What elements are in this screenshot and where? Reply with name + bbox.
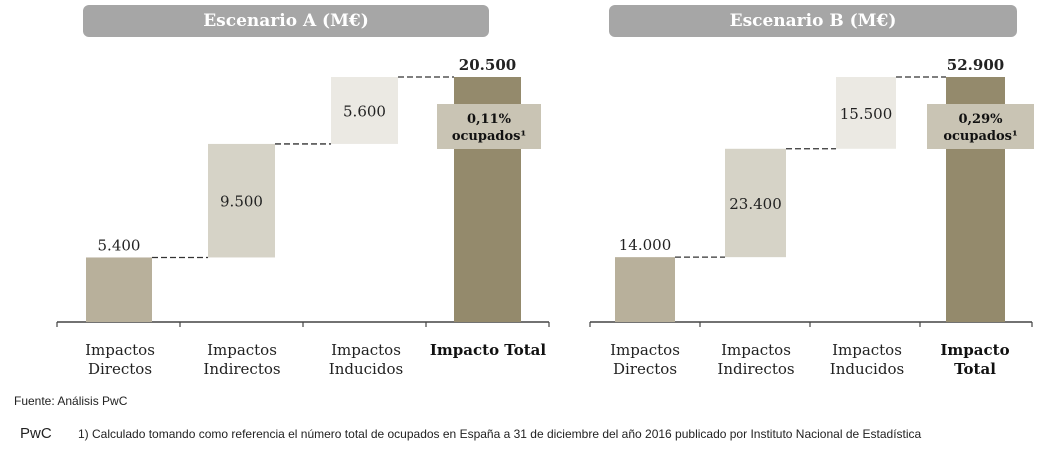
chart-b-annotation-line-1: 0,29% xyxy=(958,112,1003,127)
source-note: Fuente: Análisis PwC xyxy=(14,394,128,408)
chart-a-category-3: Impactos Inducidos xyxy=(306,341,426,379)
chart-a-category-4: Impacto Total xyxy=(424,341,552,360)
chart-a-category-4-line-1: Impacto Total xyxy=(429,341,547,359)
chart-b-category-1-line-2: Directos xyxy=(612,360,678,378)
footnote: 1) Calculado tomando como referencia el … xyxy=(78,427,922,441)
chart-a-annotation-box xyxy=(437,104,541,149)
chart-b-category-4-line-2: Total xyxy=(954,360,996,378)
chart-b-category-4: Impacto Total xyxy=(922,341,1028,379)
chart-a-annotation-line-2: ocupados¹ xyxy=(452,129,526,144)
chart-b-category-1: Impactos Directos xyxy=(592,341,698,379)
chart-b-annotation-box xyxy=(927,104,1034,149)
chart-b-category-2-line-1: Impactos xyxy=(721,341,791,359)
chart-a-value-label-4: 20.500 xyxy=(459,56,516,74)
pwc-logo: PwC xyxy=(20,425,52,442)
chart-a-category-3-line-1: Impactos xyxy=(331,341,401,359)
chart-a-category-1-line-2: Directos xyxy=(87,360,153,378)
chart-b-category-2-line-2: Indirectos xyxy=(717,360,795,378)
chart-b-title: Escenario B (M€) xyxy=(609,5,1017,37)
chart-a-value-label-3: 5.600 xyxy=(343,102,386,120)
chart-a-category-2-line-1: Impactos xyxy=(207,341,277,359)
chart-a: 5.400 9.500 5.600 20.500 0,11% ocupados¹ xyxy=(56,56,550,327)
chart-a-category-1-line-1: Impactos xyxy=(85,341,155,359)
chart-a-bar-3 xyxy=(331,77,398,144)
chart-a-bar-2 xyxy=(208,143,275,258)
chart-b-category-1-line-1: Impactos xyxy=(610,341,680,359)
chart-b-bar-3 xyxy=(836,77,896,149)
chart-a-title: Escenario A (M€) xyxy=(83,5,489,37)
chart-b-value-label-3: 15.500 xyxy=(840,105,893,123)
chart-b-bar-1 xyxy=(615,257,675,322)
chart-a-bar-1 xyxy=(86,257,152,322)
chart-b-bar-2 xyxy=(725,148,786,258)
chart-b-category-4-line-1: Impacto xyxy=(940,341,1010,359)
chart-b-value-label-4: 52.900 xyxy=(947,56,1004,74)
chart-a-category-3-line-2: Inducidos xyxy=(328,360,404,378)
chart-b-value-label-1: 14.000 xyxy=(619,236,672,254)
chart-b-annotation-line-2: ocupados¹ xyxy=(943,129,1017,144)
chart-b-value-label-2: 23.400 xyxy=(729,195,782,213)
chart-a-category-1: Impactos Directos xyxy=(60,341,180,379)
chart-a-value-label-2: 9.500 xyxy=(220,193,263,211)
chart-a-category-2: Impactos Indirectos xyxy=(182,341,302,379)
chart-b-category-3: Impactos Inducidos xyxy=(814,341,920,379)
chart-b-category-3-line-2: Inducidos xyxy=(829,360,905,378)
chart-a-annotation-line-1: 0,11% xyxy=(467,112,512,127)
chart-b-category-2: Impactos Indirectos xyxy=(703,341,809,379)
chart-b-category-3-line-1: Impactos xyxy=(832,341,902,359)
chart-a-value-label-1: 5.400 xyxy=(98,236,141,254)
chart-b: 14.000 23.400 15.500 52.900 0,29% ocupados¹ xyxy=(589,56,1034,327)
chart-a-category-2-line-2: Indirectos xyxy=(203,360,281,378)
